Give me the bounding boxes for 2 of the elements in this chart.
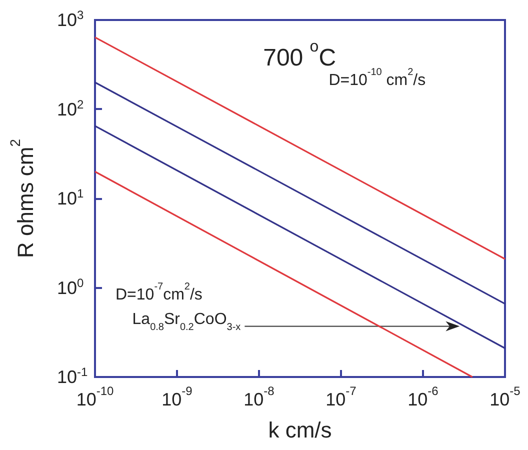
y-axis-title: R ohms cm2 <box>7 138 38 258</box>
x-axis-title: k cm/s <box>268 418 332 442</box>
